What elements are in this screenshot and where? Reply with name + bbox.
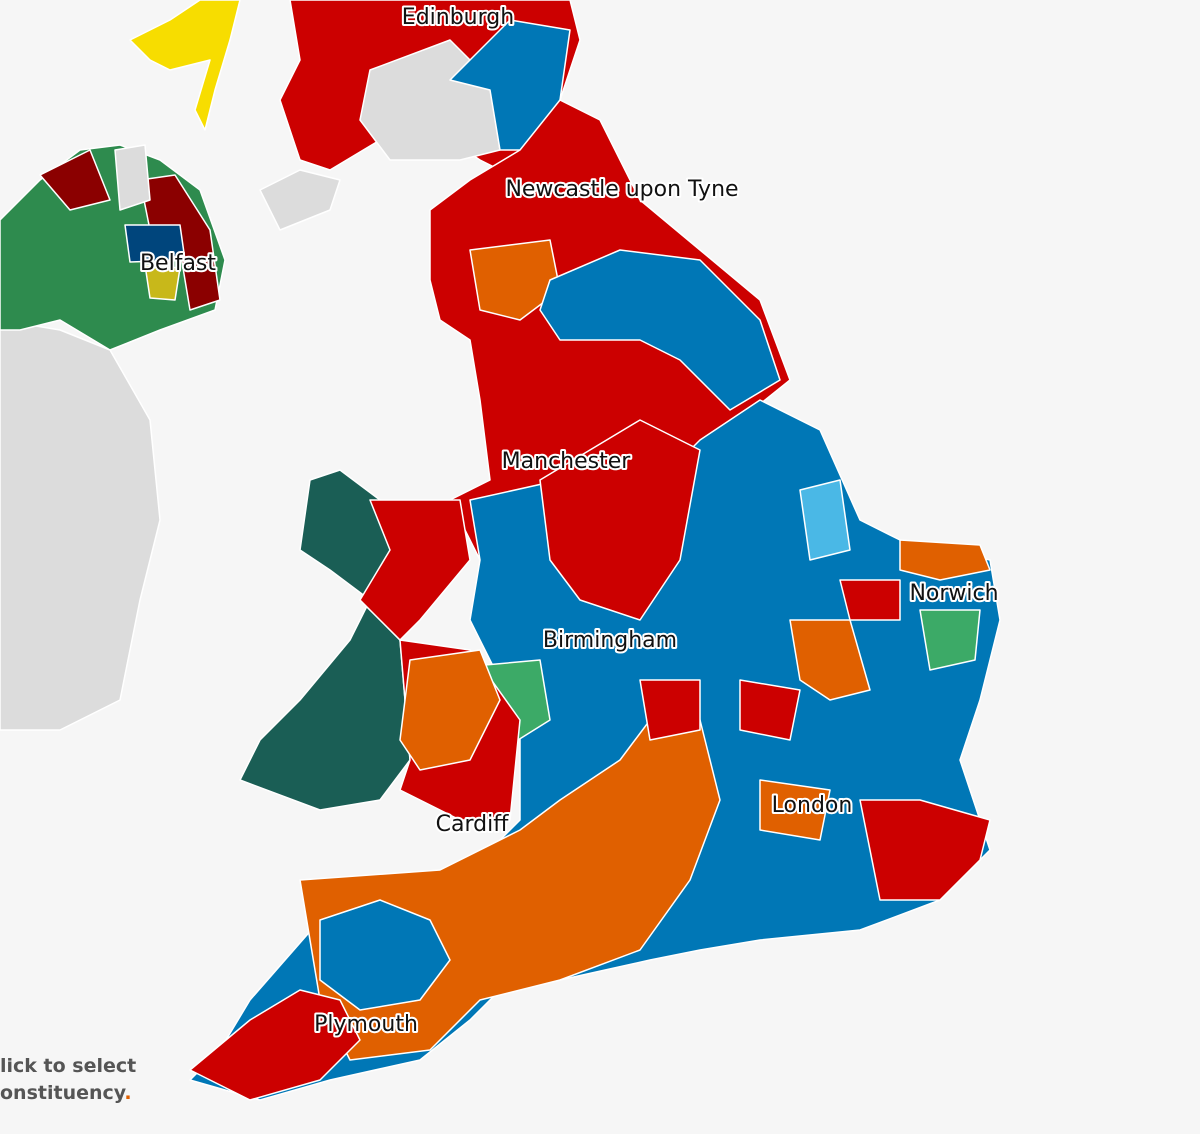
constituency[interactable] (539, 419, 701, 621)
constituency[interactable] (144, 264, 181, 301)
constituency[interactable] (39, 149, 111, 211)
constituency[interactable] (739, 679, 801, 741)
city-label: Plymouth (314, 1012, 418, 1037)
constituency[interactable] (114, 144, 151, 211)
wales-north[interactable] (359, 499, 471, 641)
hint-text: lick to select (0, 1055, 136, 1077)
constituency[interactable] (789, 619, 871, 701)
city-label: Newcastle upon Tyne (505, 177, 738, 202)
city-label: Norwich (909, 581, 998, 606)
constituency[interactable] (539, 249, 781, 411)
city-label: Cardiff (436, 812, 510, 837)
city-label: Birmingham (543, 628, 677, 653)
island (259, 169, 341, 231)
constituency[interactable] (759, 779, 831, 841)
hint-line: onstituency (0, 1082, 127, 1104)
city-label: Belfast (140, 251, 216, 276)
scotland-north[interactable] (129, 0, 241, 131)
city-label: London (772, 793, 853, 818)
constituency[interactable] (399, 649, 501, 771)
constituency[interactable] (469, 239, 561, 321)
constituency[interactable] (319, 899, 451, 1011)
constituency[interactable] (899, 539, 991, 581)
hint-text: onstituency. (0, 1082, 132, 1104)
constituency[interactable] (839, 579, 901, 621)
constituency[interactable] (639, 679, 701, 741)
city-label: Manchester (502, 449, 632, 474)
ireland (0, 319, 161, 731)
city-label: Edinburgh (402, 5, 514, 30)
regions[interactable] (0, 0, 1001, 1101)
constituency[interactable] (859, 799, 991, 901)
constituency[interactable] (124, 224, 186, 263)
constituency[interactable] (799, 479, 851, 561)
hint-period: . (124, 1082, 131, 1104)
constituency[interactable] (919, 609, 981, 671)
constituency[interactable] (189, 989, 361, 1101)
